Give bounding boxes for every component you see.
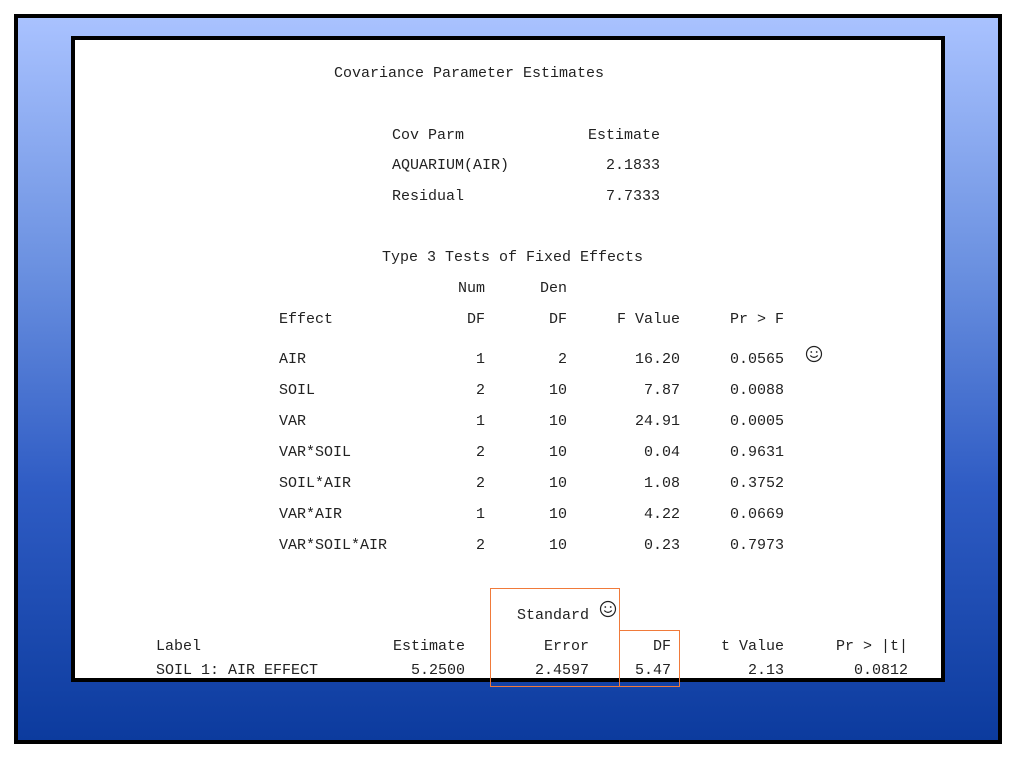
type3-row-numdf: 2: [475, 444, 485, 461]
estimate-row-stderr: 2.4597: [534, 662, 589, 679]
cov-header-parm: Cov Parm: [392, 127, 465, 144]
type3-row-prf: 0.0565: [729, 351, 784, 368]
estimate-header-df: DF: [652, 638, 671, 655]
type3-row-prf: 0.3752: [729, 475, 784, 492]
type3-row-prf: 0.9631: [729, 444, 784, 461]
type3-row-numdf: 1: [475, 413, 485, 430]
type3-row-numdf: 2: [475, 475, 485, 492]
type3-row-fvalue: 7.87: [643, 382, 680, 399]
type3-row-prf: 0.0088: [729, 382, 784, 399]
cov-row-estimate: 7.7333: [605, 188, 660, 205]
cov-row-estimate: 2.1833: [605, 157, 660, 174]
type3-header-effect: Effect: [279, 311, 334, 328]
type3-row-effect: VAR*SOIL*AIR: [279, 537, 388, 554]
type3-row-fvalue: 16.20: [634, 351, 680, 368]
cov-title: Covariance Parameter Estimates: [334, 65, 605, 82]
type3-row-numdf: 2: [475, 537, 485, 554]
type3-row-effect: VAR: [279, 413, 307, 430]
cov-row-parm: AQUARIUM(AIR): [392, 157, 510, 174]
type3-row-dendf: 10: [548, 537, 567, 554]
sas-output-panel: Covariance Parameter Estimates Cov Parm …: [71, 36, 945, 687]
type3-header-fvalue: F Value: [616, 311, 680, 328]
type3-row-dendf: 10: [548, 413, 567, 430]
type3-row-effect: AIR: [279, 351, 307, 368]
smiley-face-icon: [805, 345, 823, 363]
type3-row-prf: 0.0669: [729, 506, 784, 523]
type3-row-prf: 0.7973: [729, 537, 784, 554]
estimate-header-label: Label: [156, 638, 202, 655]
estimate-row-prt: 0.0812: [853, 662, 908, 679]
type3-row-prf: 0.0005: [729, 413, 784, 430]
type3-row-numdf: 1: [475, 506, 485, 523]
type3-row-numdf: 1: [475, 351, 485, 368]
type3-row-dendf: 10: [548, 475, 567, 492]
type3-header-numdf: DF: [466, 311, 485, 328]
type3-row-fvalue: 0.04: [643, 444, 680, 461]
type3-row-effect: VAR*SOIL: [279, 444, 352, 461]
type3-row-fvalue: 0.23: [643, 537, 680, 554]
type3-row-fvalue: 1.08: [643, 475, 680, 492]
type3-title: Type 3 Tests of Fixed Effects: [382, 249, 644, 266]
cov-header-estimate: Estimate: [587, 127, 660, 144]
type3-header-prf: Pr > F: [729, 311, 784, 328]
type3-header-dendf-top: Den: [539, 280, 567, 297]
type3-header-dendf: DF: [548, 311, 567, 328]
estimate-header-tvalue: t Value: [720, 638, 784, 655]
type3-row-dendf: 10: [548, 444, 567, 461]
type3-row-dendf: 10: [548, 506, 567, 523]
estimate-header-stderr: Error: [543, 638, 589, 655]
estimate-row-label: SOIL 1: AIR EFFECT: [156, 662, 319, 679]
estimate-header-estimate: Estimate: [392, 638, 465, 655]
estimate-header-prt: Pr > |t|: [835, 638, 908, 655]
estimate-row-df: 5.47: [634, 662, 671, 679]
type3-row-fvalue: 24.91: [634, 413, 680, 430]
type3-row-effect: SOIL: [279, 382, 316, 399]
smiley-face-icon: [599, 600, 617, 618]
estimate-row-estimate: 5.2500: [410, 662, 465, 679]
type3-header-numdf-top: Num: [457, 280, 485, 297]
type3-row-numdf: 2: [475, 382, 485, 399]
type3-row-effect: SOIL*AIR: [279, 475, 352, 492]
df-highlight-box: [619, 630, 680, 687]
type3-row-effect: VAR*AIR: [279, 506, 343, 523]
type3-row-dendf: 2: [557, 351, 567, 368]
type3-row-dendf: 10: [548, 382, 567, 399]
estimate-row-tvalue: 2.13: [747, 662, 784, 679]
cov-row-parm: Residual: [392, 188, 465, 205]
estimate-header-stderr-top: Standard: [516, 607, 589, 624]
type3-row-fvalue: 4.22: [643, 506, 680, 523]
